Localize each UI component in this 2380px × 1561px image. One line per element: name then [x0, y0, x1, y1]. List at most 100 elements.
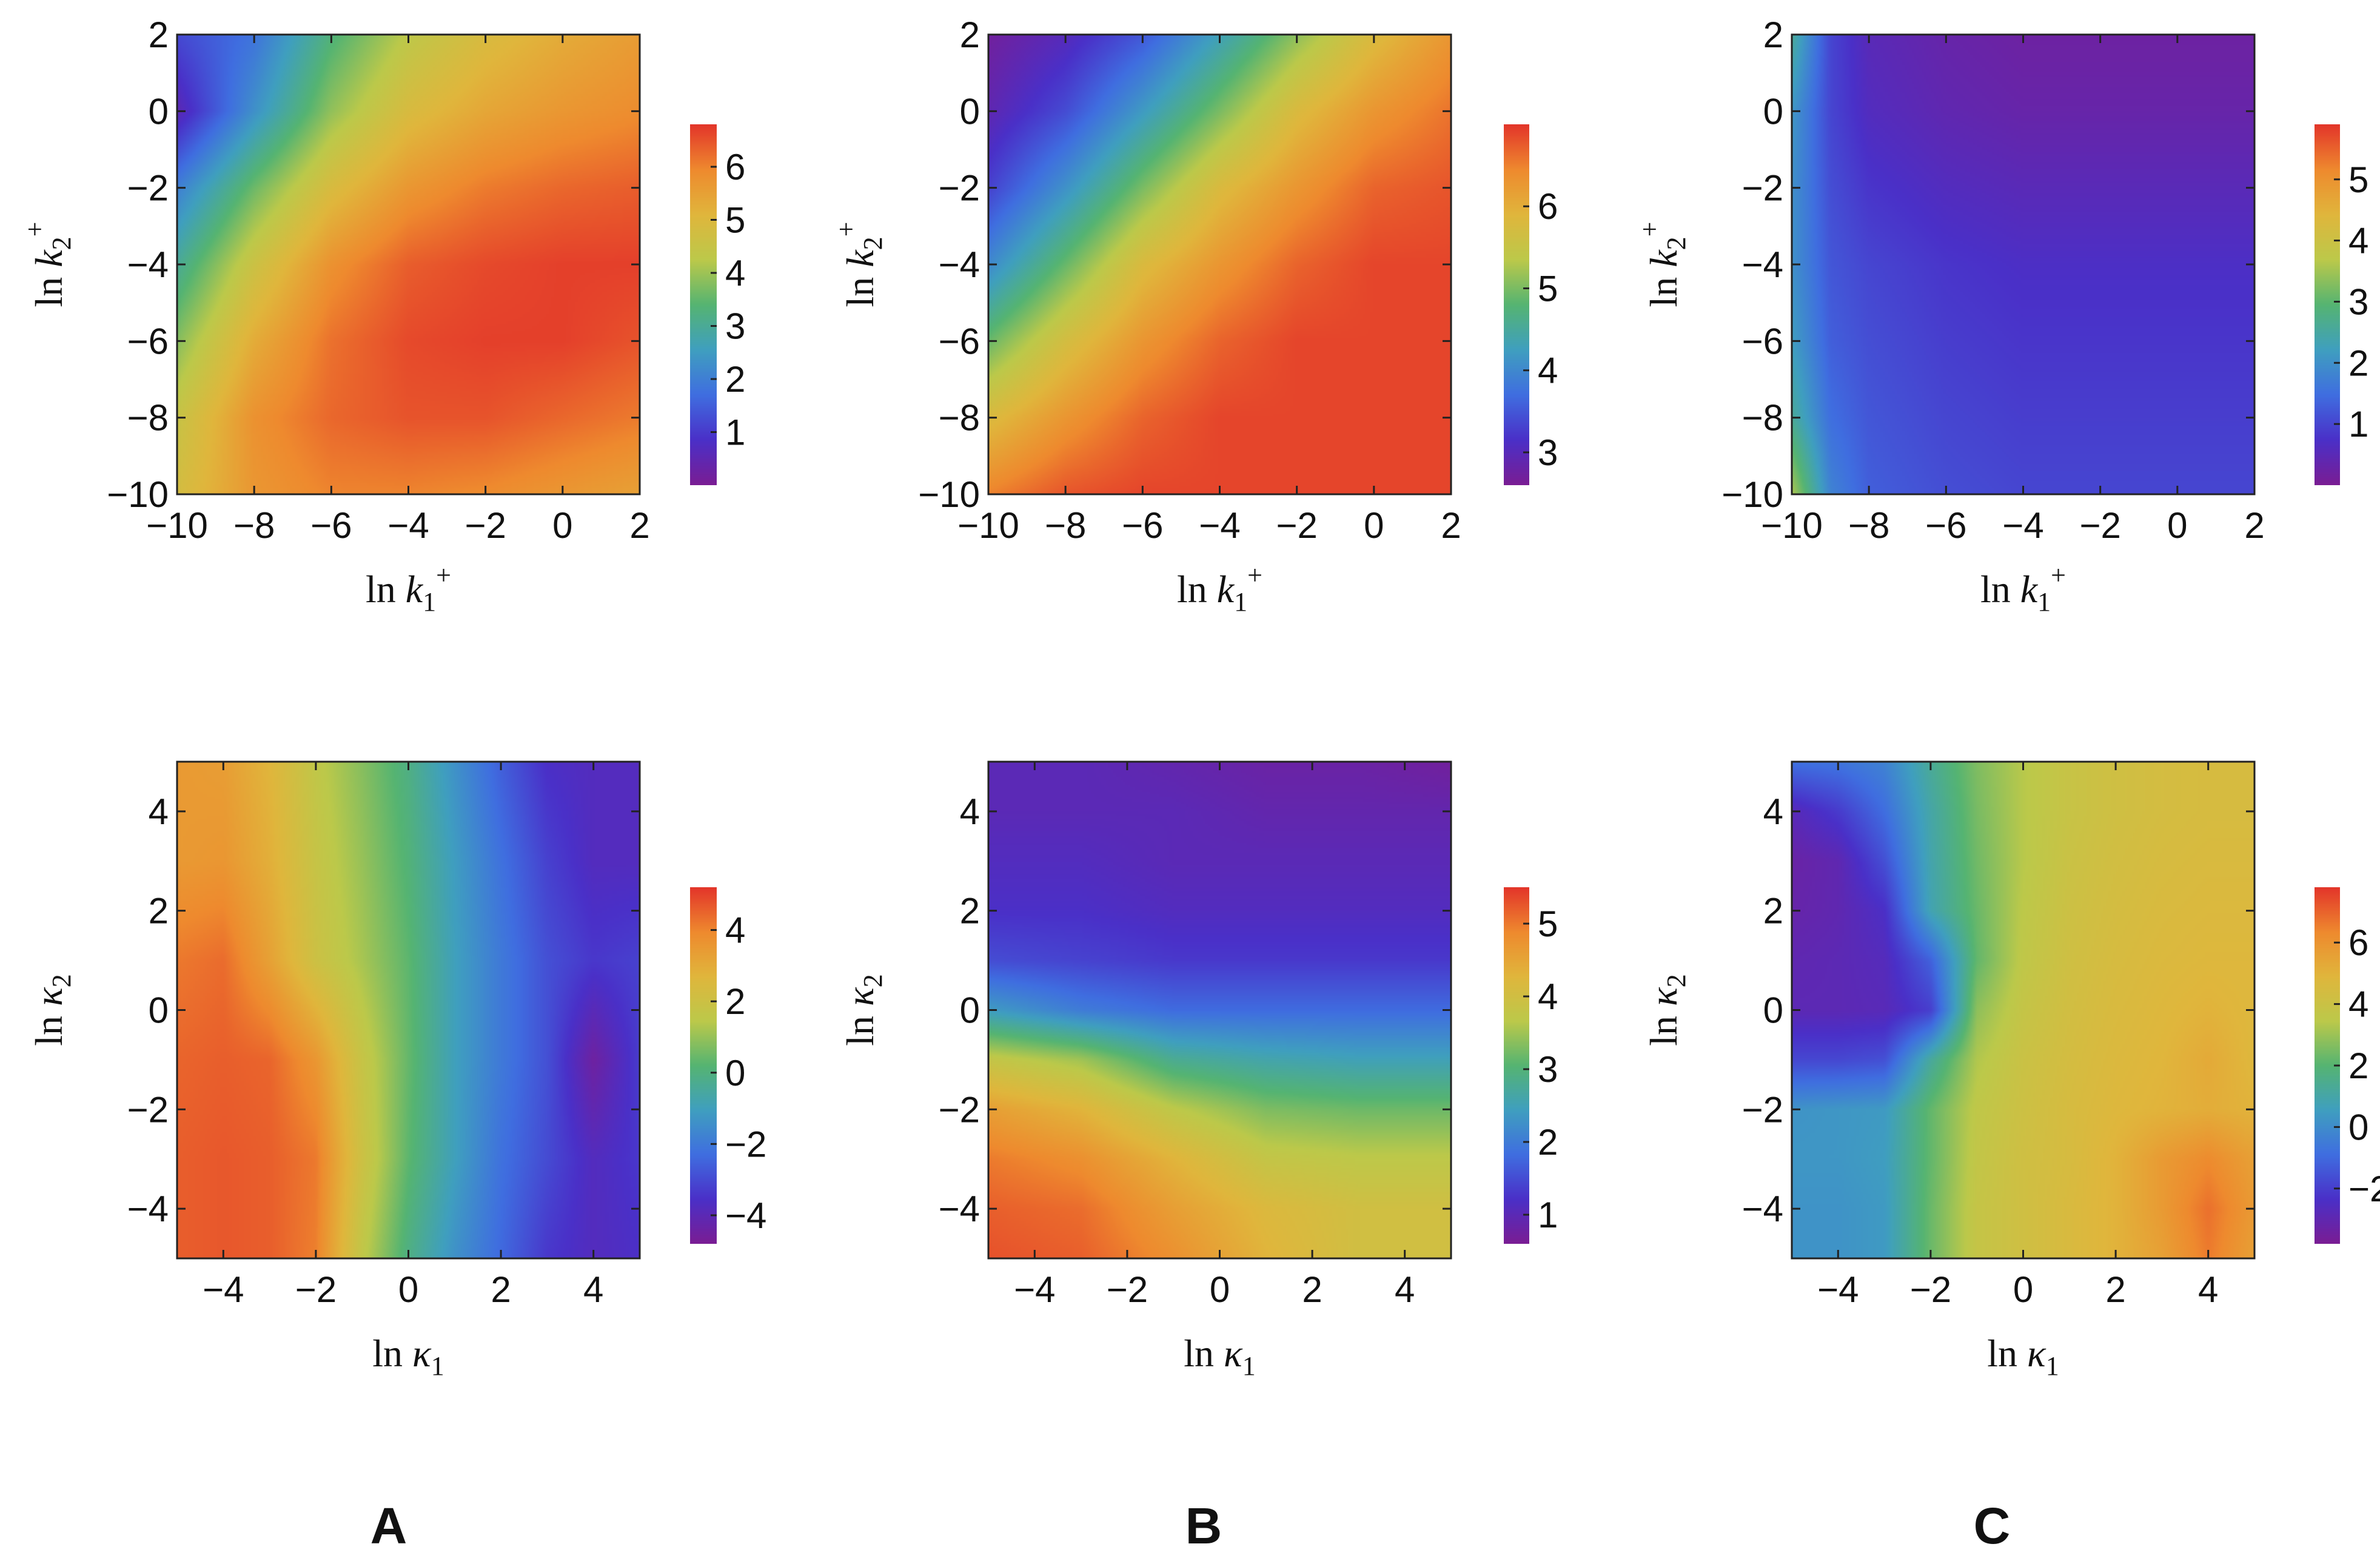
heatmap-field [1792, 35, 2254, 494]
x-tick-label: −6 [1122, 505, 1163, 546]
y-tick-label: −10 [1721, 474, 1783, 515]
x-axis-title-superscript: + [2051, 560, 2066, 590]
x-axis-title-variable: κ [412, 1332, 432, 1375]
y-axis-title-variable: k [839, 249, 882, 267]
y-tick-label: 4 [1763, 791, 1783, 832]
y-tick-label: 0 [960, 990, 980, 1031]
y-tick-label: −4 [127, 244, 169, 285]
x-tick-label: −10 [957, 505, 1019, 546]
y-tick-label: −10 [918, 474, 980, 515]
y-tick-label: −8 [127, 398, 169, 438]
colorbar [1504, 887, 1529, 1244]
x-tick-label: −10 [146, 505, 208, 546]
x-axis-title-prefix: ln [1177, 568, 1217, 611]
y-tick-label: −2 [939, 168, 980, 209]
colorbar-tick-label: 3 [1538, 1049, 1558, 1090]
colorbar-tick-label: 4 [2348, 984, 2368, 1025]
x-axis-title: ln κ1 [1184, 1332, 1256, 1381]
x-tick-label: 2 [1441, 505, 1461, 546]
x-tick-label: −2 [1910, 1269, 1951, 1310]
y-axis-title-subscript: 2 [47, 974, 76, 987]
x-axis-title-prefix: ln [1980, 568, 2020, 611]
x-tick-label: −2 [1276, 505, 1317, 546]
y-axis-title-variable: κ [839, 987, 882, 1006]
y-axis-title-superscript: + [831, 221, 861, 237]
y-axis-title: ln k2+ [20, 221, 76, 307]
y-tick-label: −4 [127, 1189, 169, 1229]
y-tick-label: 2 [1763, 891, 1783, 932]
y-axis-title: ln κ2 [1642, 974, 1691, 1046]
y-tick-label: 4 [960, 791, 980, 832]
x-tick-label: −2 [1107, 1269, 1148, 1310]
y-axis-title-subscript: 2 [1661, 974, 1691, 987]
y-axis-title-subscript: 2 [1661, 237, 1691, 250]
x-axis-title-prefix: ln [366, 568, 406, 611]
y-tick-label: 2 [960, 891, 980, 932]
y-axis-title-superscript: + [20, 221, 50, 237]
x-tick-label: 2 [1302, 1269, 1322, 1310]
y-axis-title-variable: κ [27, 987, 70, 1006]
x-tick-label: −4 [1199, 505, 1240, 546]
y-tick-label: −2 [1742, 168, 1783, 209]
y-tick-label: −8 [939, 398, 980, 438]
x-tick-label: −6 [1925, 505, 1966, 546]
colorbar-tick-label: 4 [725, 253, 745, 294]
colorbar-tick-label: 2 [1538, 1122, 1558, 1163]
x-axis-title: ln κ1 [1987, 1332, 2059, 1381]
colorbar-tick-label: 5 [725, 200, 745, 241]
colorbar-tick-label: 4 [1538, 351, 1558, 391]
colorbar-tick-label: 2 [725, 981, 745, 1022]
x-tick-label: 4 [1395, 1269, 1415, 1310]
colorbar-tick-label: 0 [725, 1053, 745, 1093]
panel-label-a: A [370, 1497, 407, 1554]
colorbar-tick-label: 1 [2348, 404, 2368, 445]
x-tick-label: −4 [2002, 505, 2043, 546]
colorbar-tick-label: 5 [1538, 904, 1558, 944]
colorbar [690, 124, 717, 485]
x-axis-title-variable: k [2020, 568, 2039, 611]
colorbar-tick-label: 4 [1538, 976, 1558, 1017]
x-axis-title-subscript: 1 [1242, 1351, 1256, 1381]
y-tick-label: −6 [127, 321, 169, 361]
colorbar [1504, 124, 1529, 485]
x-tick-label: −4 [203, 1269, 244, 1310]
y-axis-title-superscript: + [1635, 221, 1664, 237]
x-axis-title-subscript: 1 [2037, 587, 2051, 617]
y-tick-label: −6 [939, 321, 980, 361]
colorbar-tick-label: −2 [2348, 1169, 2380, 1209]
y-tick-label: 4 [149, 791, 169, 832]
y-tick-label: −10 [107, 474, 169, 515]
y-axis-title: ln k2+ [1635, 221, 1691, 307]
heatmap-field [988, 35, 1451, 494]
y-axis-title-variable: κ [1642, 987, 1685, 1006]
x-tick-label: −4 [387, 505, 429, 546]
x-axis-title-variable: k [1217, 568, 1235, 611]
x-tick-label: −4 [1014, 1269, 1055, 1310]
colorbar-tick-label: 2 [2348, 1046, 2368, 1086]
y-tick-label: −4 [1742, 1189, 1783, 1229]
colorbar-tick-label: 0 [2348, 1107, 2368, 1147]
y-axis-title-subscript: 2 [858, 237, 888, 250]
x-axis-title: ln k1+ [366, 560, 451, 617]
panel-label-c: C [1974, 1497, 2011, 1554]
y-axis-title: ln κ2 [27, 974, 76, 1046]
y-axis-title: ln κ2 [839, 974, 888, 1046]
x-tick-label: 2 [2105, 1269, 2125, 1310]
y-tick-label: 0 [149, 990, 169, 1031]
x-tick-label: −6 [310, 505, 352, 546]
x-tick-label: −10 [1761, 505, 1823, 546]
colorbar-tick-label: 6 [1538, 186, 1558, 227]
colorbar-tick-label: 1 [1538, 1195, 1558, 1235]
y-tick-label: −2 [939, 1089, 980, 1130]
x-tick-label: −8 [1848, 505, 1889, 546]
y-tick-label: −2 [1742, 1089, 1783, 1130]
x-tick-label: −8 [1045, 505, 1086, 546]
x-tick-label: 4 [2198, 1269, 2218, 1310]
y-axis-title-subscript: 2 [47, 237, 76, 250]
